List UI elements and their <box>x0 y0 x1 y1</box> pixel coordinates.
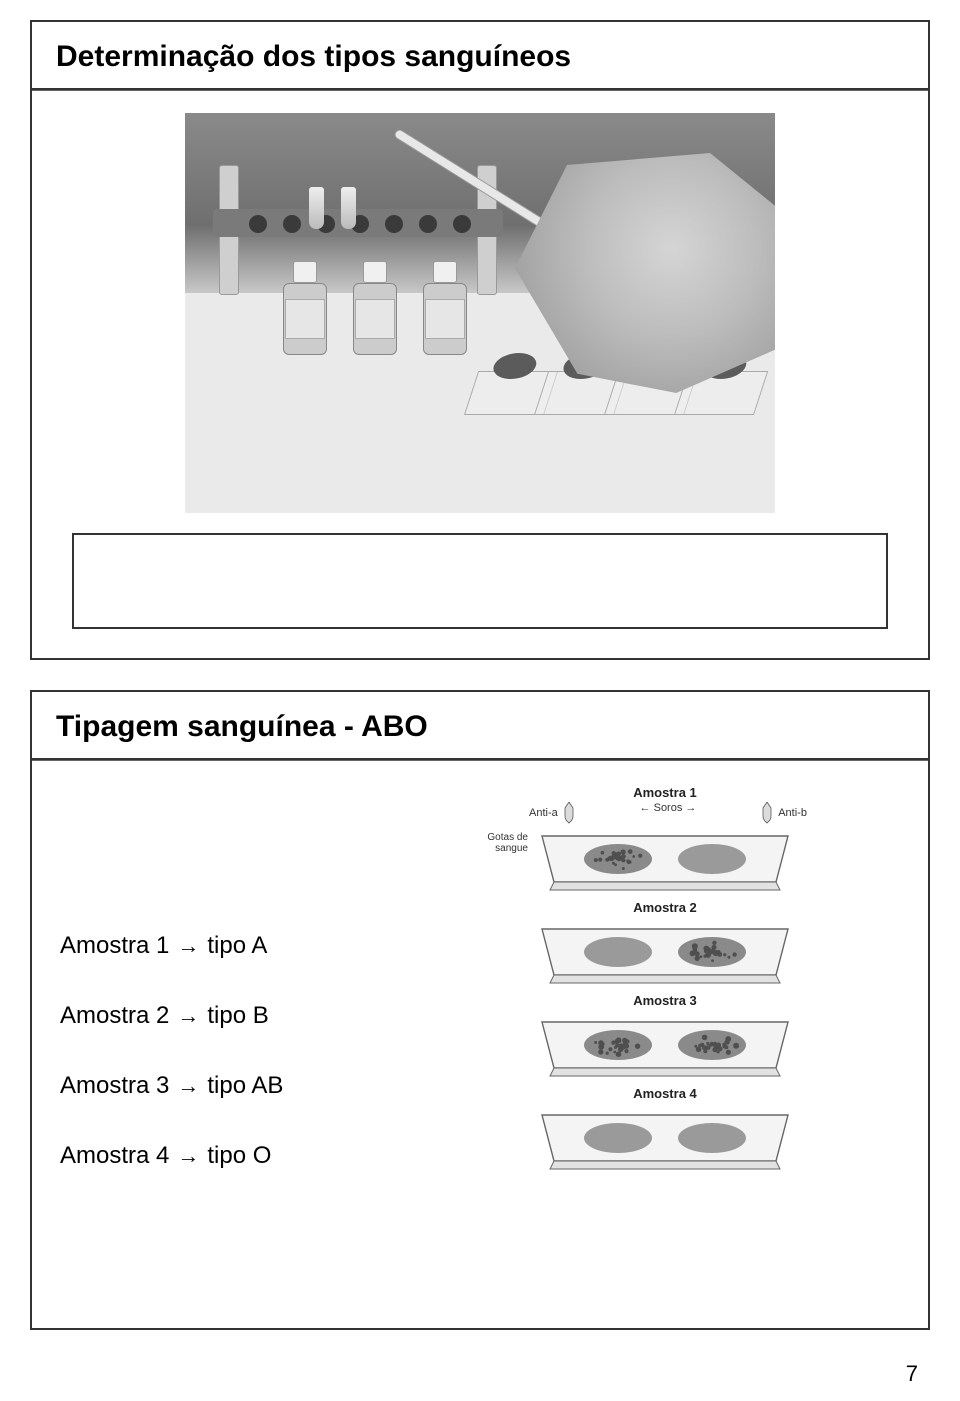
sample-name: Amostra 4 <box>60 1142 169 1170</box>
slide1-body <box>32 91 928 641</box>
blood-type: tipo B <box>207 1002 268 1030</box>
rack-hole <box>453 215 471 233</box>
diagram-sample-label: Amostra 4 <box>633 1086 697 1101</box>
sample-name: Amostra 2 <box>60 1002 169 1030</box>
dropper-icon <box>760 802 774 824</box>
test-tube <box>341 187 356 229</box>
diagram-header: Anti-a ← Soros → Anti-b <box>505 802 825 824</box>
sample-plate: Gotas de sangue <box>530 824 800 894</box>
diagram-sample: Amostra 4 <box>505 1086 825 1173</box>
soros-label: ← Soros → <box>640 802 697 824</box>
dropper-left: Anti-a <box>529 802 576 824</box>
result-item: Amostra 4 → tipo O <box>60 1142 412 1170</box>
sample-name: Amostra 3 <box>60 1072 169 1100</box>
diagram-sample-label: Amostra 1 <box>633 785 697 800</box>
diagram-sample: Amostra 3 <box>505 993 825 1080</box>
blood-type: tipo AB <box>207 1072 283 1100</box>
sample-plate <box>530 1103 800 1173</box>
anti-a-label: Anti-a <box>529 807 558 819</box>
sample-name: Amostra 1 <box>60 932 169 960</box>
plate-svg <box>530 917 800 987</box>
diagram-sample: Amostra 1 Anti-a ← Soros → Anti-b Gotas … <box>505 785 825 894</box>
rack-hole <box>283 215 301 233</box>
slide1-title: Determinação dos tipos sanguíneos <box>32 22 928 90</box>
rack-hole <box>419 215 437 233</box>
page-number: 7 <box>906 1361 918 1387</box>
anti-b-label: Anti-b <box>778 807 807 819</box>
lab-photo-inner <box>185 113 775 513</box>
slide-1: Determinação dos tipos sanguíneos <box>30 20 930 660</box>
lab-photo <box>185 113 775 513</box>
slide-2: Tipagem sanguínea - ABO Amostra 1 → tipo A… <box>30 690 930 1330</box>
plate-svg <box>530 1010 800 1080</box>
arrow-icon: → <box>177 1073 199 1099</box>
results-list: Amostra 1→tipo AAmostra 2→tipo BAmostra … <box>60 785 412 1317</box>
rack-hole <box>249 215 267 233</box>
diagram-sample-label: Amostra 2 <box>633 900 697 915</box>
diagram-sample: Amostra 2 <box>505 900 825 987</box>
gotas-label: Gotas de sangue <box>474 832 528 854</box>
arrow-icon: → <box>177 933 199 959</box>
arrow-icon: → <box>177 1143 199 1169</box>
blood-type: tipo A <box>207 932 267 960</box>
reagent-bottle <box>415 255 475 355</box>
reagent-bottle <box>345 255 405 355</box>
slide1-empty-box <box>72 533 888 629</box>
plate-svg <box>530 1103 800 1173</box>
diagram-sample-label: Amostra 3 <box>633 993 697 1008</box>
rack-hole <box>385 215 403 233</box>
sample-plate <box>530 1010 800 1080</box>
diagram-column: Amostra 1 Anti-a ← Soros → Anti-b Gotas … <box>422 785 908 1317</box>
slide2-title: Tipagem sanguínea - ABO <box>32 692 928 760</box>
reagent-bottle <box>275 255 335 355</box>
slide2-body: Amostra 1→tipo AAmostra 2→tipo BAmostra … <box>32 761 928 1327</box>
result-item: Amostra 3 → tipo AB <box>60 1072 412 1100</box>
dropper-icon <box>562 802 576 824</box>
test-tube <box>309 187 324 229</box>
sample-plate <box>530 917 800 987</box>
result-item: Amostra 1 → tipo A <box>60 932 412 960</box>
dropper-right: Anti-b <box>760 802 807 824</box>
blood-type: tipo O <box>207 1142 271 1170</box>
plate-svg <box>530 824 800 894</box>
arrow-icon: → <box>177 1003 199 1029</box>
result-item: Amostra 2 → tipo B <box>60 1002 412 1030</box>
